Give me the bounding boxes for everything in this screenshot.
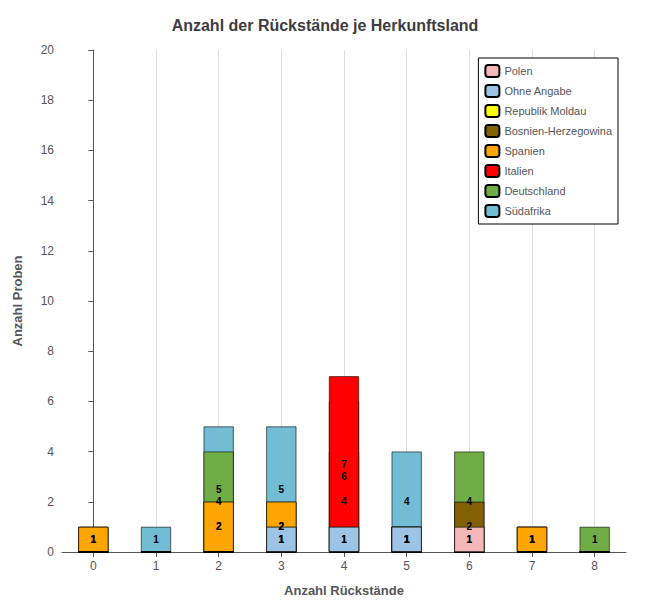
svg-text:18: 18	[41, 93, 55, 107]
svg-text:20: 20	[41, 43, 55, 57]
svg-text:Italien: Italien	[504, 165, 533, 177]
svg-text:0: 0	[47, 545, 54, 559]
svg-text:4: 4	[467, 496, 473, 507]
svg-text:1: 1	[404, 534, 410, 545]
svg-text:4: 4	[216, 496, 222, 507]
svg-text:1: 1	[153, 534, 159, 545]
svg-text:2: 2	[47, 495, 54, 509]
svg-text:10: 10	[41, 294, 55, 308]
svg-text:6: 6	[466, 559, 473, 573]
svg-text:1: 1	[529, 534, 535, 545]
svg-text:Anzahl Proben: Anzahl Proben	[10, 255, 25, 346]
svg-text:3: 3	[278, 559, 285, 573]
svg-text:Spanien: Spanien	[504, 145, 544, 157]
svg-text:2: 2	[215, 559, 222, 573]
svg-text:6: 6	[47, 394, 54, 408]
svg-text:1: 1	[529, 534, 535, 545]
svg-text:1: 1	[91, 534, 97, 545]
svg-text:2: 2	[279, 521, 285, 532]
svg-text:1: 1	[91, 534, 97, 545]
svg-text:7: 7	[529, 559, 536, 573]
svg-text:16: 16	[41, 143, 55, 157]
svg-text:1: 1	[529, 534, 535, 545]
svg-text:Anzahl der Rückstände je Herku: Anzahl der Rückstände je Herkunftsland	[172, 17, 479, 34]
svg-text:1: 1	[467, 534, 473, 545]
svg-text:4: 4	[404, 496, 410, 507]
svg-text:2: 2	[216, 521, 222, 532]
svg-text:1: 1	[279, 534, 285, 545]
svg-text:Ohne Angabe: Ohne Angabe	[504, 85, 571, 97]
svg-text:0: 0	[90, 559, 97, 573]
svg-text:6: 6	[341, 471, 347, 482]
svg-text:5: 5	[403, 559, 410, 573]
svg-text:12: 12	[41, 244, 55, 258]
svg-text:Republik Moldau: Republik Moldau	[504, 105, 586, 117]
svg-text:4: 4	[341, 496, 347, 507]
svg-text:Anzahl Rückstände: Anzahl Rückstände	[284, 583, 404, 598]
svg-text:8: 8	[47, 344, 54, 358]
svg-text:2: 2	[279, 521, 285, 532]
svg-text:8: 8	[591, 559, 598, 573]
svg-text:2: 2	[467, 521, 473, 532]
svg-text:1: 1	[341, 534, 347, 545]
svg-text:1: 1	[404, 534, 410, 545]
svg-text:1: 1	[592, 534, 598, 545]
svg-text:4: 4	[47, 445, 54, 459]
svg-text:1: 1	[404, 534, 410, 545]
svg-text:5: 5	[279, 484, 285, 495]
svg-text:1: 1	[404, 534, 410, 545]
svg-text:Südafrika: Südafrika	[504, 205, 551, 217]
svg-text:1: 1	[91, 534, 97, 545]
svg-text:14: 14	[41, 194, 55, 208]
svg-text:7: 7	[341, 459, 347, 470]
svg-text:Bosnien-Herzegowina: Bosnien-Herzegowina	[504, 125, 612, 137]
svg-text:5: 5	[216, 484, 222, 495]
svg-text:1: 1	[279, 534, 285, 545]
svg-text:1: 1	[529, 534, 535, 545]
svg-text:Polen: Polen	[504, 65, 532, 77]
svg-text:1: 1	[404, 534, 410, 545]
svg-text:Deutschland: Deutschland	[504, 185, 565, 197]
svg-text:4: 4	[341, 559, 348, 573]
svg-text:2: 2	[216, 521, 222, 532]
svg-text:1: 1	[467, 534, 473, 545]
svg-text:1: 1	[279, 534, 285, 545]
svg-text:1: 1	[341, 534, 347, 545]
svg-text:1: 1	[153, 559, 160, 573]
